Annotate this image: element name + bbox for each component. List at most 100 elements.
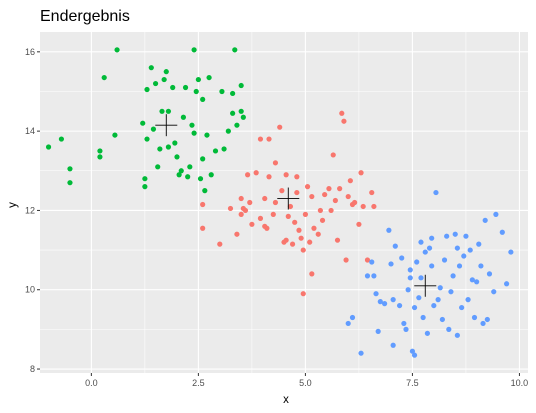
data-point [289,241,296,247]
y-tick-label: 12 [25,205,35,215]
data-point [292,219,298,225]
data-point [358,350,364,356]
data-point [469,277,475,283]
data-point [200,156,206,162]
data-point [454,245,460,251]
data-point [174,154,180,160]
data-point [279,188,285,194]
data-point [253,170,259,176]
data-point [262,195,268,202]
data-point [165,144,172,150]
data-point [461,253,467,259]
data-point [176,172,182,178]
data-point [420,314,426,321]
data-point [298,235,304,241]
data-point [45,144,52,150]
data-point [459,304,465,311]
data-point [283,237,289,243]
data-point [371,273,377,279]
data-point [189,122,195,128]
data-point [411,304,418,311]
data-point [332,197,338,204]
data-point [411,352,418,358]
data-point [234,122,240,128]
data-point [416,295,422,301]
data-point [396,302,403,309]
data-point [140,120,146,126]
data-point [165,108,172,114]
y-tick-label: 14 [25,126,35,136]
data-point [197,176,204,182]
data-point [448,289,454,295]
data-point [322,191,328,198]
data-point [418,275,424,281]
data-point [112,132,118,138]
data-point [358,170,364,176]
data-point [225,128,231,134]
x-tick-label: 2.5 [192,378,205,388]
data-point [345,193,351,200]
data-point [319,217,326,223]
data-point [257,215,264,221]
data-point [208,172,214,178]
data-point [163,69,169,75]
centroid-marker [414,274,437,297]
data-point [161,76,167,83]
data-point [249,221,255,227]
data-point [349,314,356,321]
x-tick-label: 10.0 [511,378,529,388]
data-point [170,84,176,91]
data-point [212,148,219,154]
gridlines [40,32,528,373]
data-point [480,320,486,327]
data-point [266,174,272,180]
data-point [315,231,321,237]
data-point [157,146,163,152]
data-point [371,203,377,210]
data-point [418,239,424,245]
y-tick-label: 10 [25,285,35,295]
data-point [309,193,315,200]
data-point [101,74,107,81]
data-point [238,211,244,217]
data-point [144,86,150,93]
data-point [155,164,161,170]
data-point [296,227,302,233]
data-point [247,199,253,206]
data-point [467,247,473,253]
data-point [294,189,300,196]
data-point [360,203,366,210]
data-point [200,96,206,103]
y-axis-title: y [7,202,19,208]
data-point [148,65,154,71]
data-point [185,174,191,180]
data-point [405,287,411,293]
x-tick-label: 7.5 [406,378,419,388]
data-point [375,328,381,334]
data-point [392,243,398,249]
data-point [424,330,431,336]
data-point [463,233,469,239]
data-point [399,255,405,261]
data-point [238,108,244,114]
data-point [456,263,463,269]
data-point [407,267,413,273]
data-point [369,259,375,265]
data-point [219,88,225,95]
data-point [114,47,120,53]
data-point [409,348,416,354]
data-point [356,221,362,227]
centroid-marker [277,187,300,210]
data-point [67,180,73,186]
data-point [478,263,484,269]
data-point [97,154,103,160]
centroid-marker [155,114,178,137]
data-point [471,314,478,321]
data-point [450,273,456,279]
data-point [476,241,482,247]
data-point [352,199,358,206]
data-point [381,301,388,307]
data-point [499,229,505,235]
